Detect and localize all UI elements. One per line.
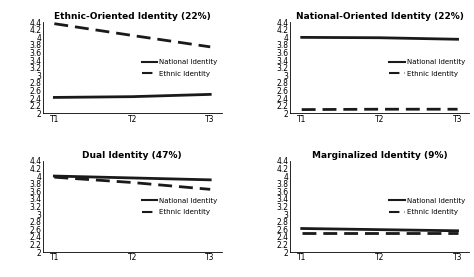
- National Identity: [299, 36, 305, 39]
- Ethnic Identity: [455, 231, 460, 235]
- Ethnic Identity: [207, 45, 213, 48]
- Ethnic Identity: [52, 22, 57, 25]
- Legend: National Identity, Ethnic Identity: National Identity, Ethnic Identity: [389, 197, 466, 216]
- National Identity: [299, 227, 305, 230]
- Legend: National Identity, Ethnic Identity: National Identity, Ethnic Identity: [389, 58, 466, 77]
- Ethnic Identity: [207, 188, 213, 191]
- National Identity: [377, 36, 383, 39]
- Ethnic Identity: [299, 231, 305, 235]
- National Identity: [52, 96, 57, 99]
- Line: Ethnic Identity: Ethnic Identity: [55, 24, 210, 47]
- Line: National Identity: National Identity: [302, 229, 457, 231]
- Ethnic Identity: [52, 176, 57, 179]
- Line: National Identity: National Identity: [302, 37, 457, 39]
- Title: Dual Identity (47%): Dual Identity (47%): [82, 151, 182, 160]
- Line: Ethnic Identity: Ethnic Identity: [302, 109, 457, 110]
- National Identity: [455, 229, 460, 232]
- National Identity: [52, 175, 57, 178]
- National Identity: [207, 93, 213, 96]
- Ethnic Identity: [377, 231, 383, 235]
- Ethnic Identity: [455, 107, 460, 111]
- Line: National Identity: National Identity: [55, 176, 210, 180]
- Legend: National Identity, Ethnic Identity: National Identity, Ethnic Identity: [141, 197, 219, 216]
- National Identity: [129, 176, 135, 179]
- Title: National-Oriented Identity (22%): National-Oriented Identity (22%): [296, 12, 464, 21]
- National Identity: [207, 178, 213, 181]
- Title: Ethnic-Oriented Identity (22%): Ethnic-Oriented Identity (22%): [54, 12, 210, 21]
- Line: Ethnic Identity: Ethnic Identity: [55, 177, 210, 189]
- Ethnic Identity: [129, 181, 135, 184]
- Legend: National Identity, Ethnic Identity: National Identity, Ethnic Identity: [141, 58, 219, 77]
- National Identity: [377, 228, 383, 231]
- Ethnic Identity: [129, 34, 135, 37]
- Ethnic Identity: [299, 108, 305, 111]
- Line: National Identity: National Identity: [55, 94, 210, 98]
- National Identity: [455, 38, 460, 41]
- National Identity: [129, 95, 135, 98]
- Ethnic Identity: [377, 107, 383, 111]
- Title: Marginalized Identity (9%): Marginalized Identity (9%): [312, 151, 447, 160]
